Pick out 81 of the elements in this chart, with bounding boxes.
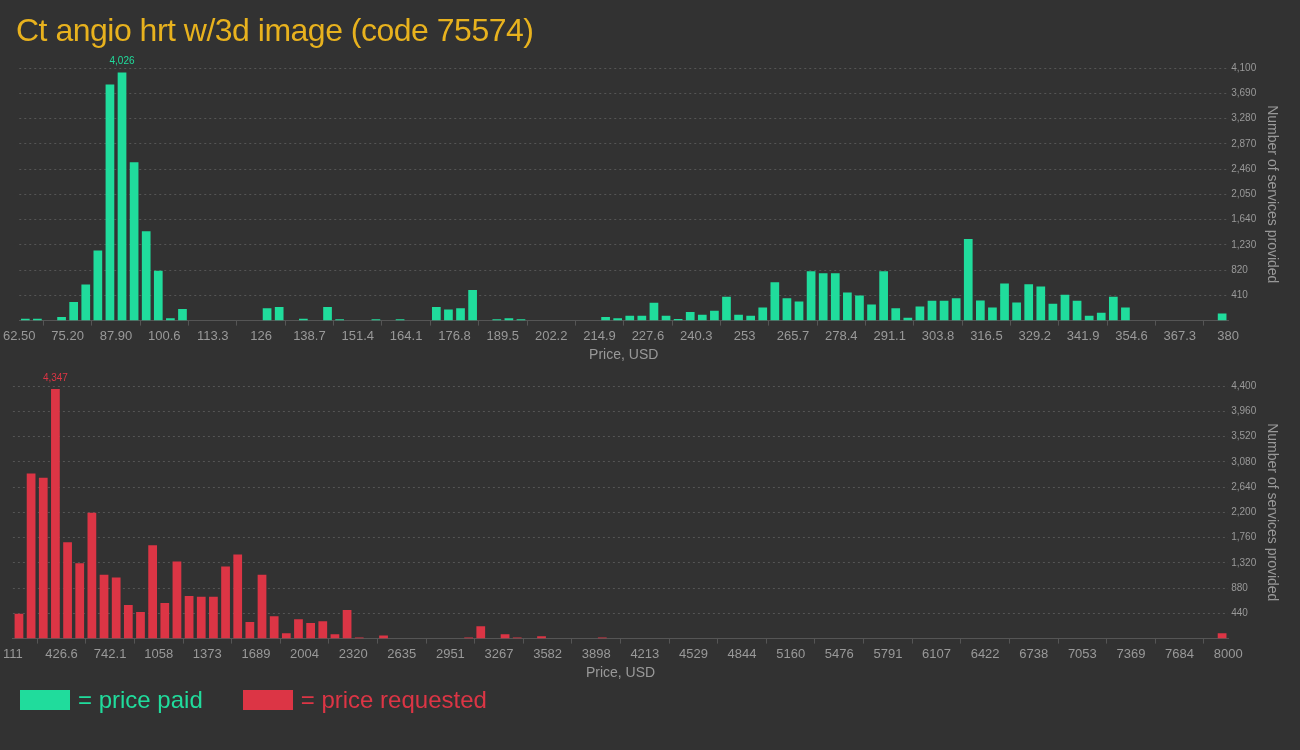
x-tick-label: 214.9: [583, 327, 616, 343]
y-tick-label: 820: [1231, 263, 1249, 275]
x-tick-label: 7053: [1067, 645, 1097, 661]
x-tick-label: 6422: [970, 645, 1000, 661]
y-axis-title: Number of services provided: [1264, 423, 1281, 602]
x-axis-title: Price, USD: [589, 346, 659, 363]
y-axis-title: Number of services provided: [1264, 105, 1281, 284]
data-label: 4,026: [109, 55, 135, 67]
x-tick-label: 316.5: [970, 327, 1003, 343]
x-tick-label: 240.3: [679, 327, 713, 343]
x-tick-label: 426.6: [45, 645, 78, 661]
x-tick-label: 62.50: [2, 327, 36, 343]
x-tick-label: 3582: [533, 645, 563, 661]
y-tick-label: 2,640: [1231, 480, 1257, 492]
x-tick-label: 1689: [241, 645, 271, 661]
y-tick-label: 4,400: [1231, 379, 1257, 391]
y-tick-label: 1,760: [1231, 531, 1257, 543]
x-tick-label: 75.20: [51, 327, 84, 343]
legend-label: = price paid: [78, 686, 203, 714]
x-tick-label: 2320: [338, 645, 368, 661]
x-tick-label: 380: [1217, 327, 1240, 343]
x-tick-label: 6738: [1019, 645, 1049, 661]
x-tick-label: 291.1: [873, 327, 906, 343]
x-tick-label: 6107: [922, 645, 951, 661]
x-tick-label: 7684: [1165, 645, 1195, 661]
x-tick-label: 100.6: [148, 327, 181, 343]
y-tick-label: 3,080: [1231, 455, 1257, 467]
y-tick-label: 880: [1231, 581, 1249, 593]
x-tick-label: 3267: [484, 645, 514, 661]
y-tick-label: 3,960: [1231, 405, 1257, 417]
x-tick-label: 113.3: [196, 327, 229, 343]
y-tick-label: 2,050: [1231, 188, 1257, 200]
y-tick-label: 440: [1231, 607, 1249, 619]
x-tick-label: 2004: [290, 645, 320, 661]
y-tick-label: 410: [1231, 289, 1249, 301]
x-tick-label: 4213: [630, 645, 660, 661]
x-tick-label: 202.2: [534, 327, 568, 343]
y-tick-label: 2,870: [1231, 137, 1257, 149]
x-tick-label: 5160: [776, 645, 806, 661]
x-tick-label: 303.8: [921, 327, 955, 343]
x-tick-label: 5476: [824, 645, 854, 661]
x-tick-label: 265.7: [776, 327, 810, 343]
x-tick-label: 151.4: [341, 327, 375, 343]
x-tick-label: 8000: [1213, 645, 1243, 661]
x-tick-label: 253: [733, 327, 756, 343]
x-tick-label: 341.9: [1066, 327, 1100, 343]
x-tick-label: 4529: [678, 645, 708, 661]
y-tick-label: 1,640: [1231, 213, 1257, 225]
y-tick-label: 3,520: [1231, 430, 1257, 442]
x-tick-label: 367.3: [1163, 327, 1197, 343]
x-tick-label: 3898: [581, 645, 611, 661]
x-tick-label: 7369: [1116, 645, 1146, 661]
y-tick-label: 2,460: [1231, 162, 1257, 174]
y-tick-label: 1,230: [1231, 238, 1257, 250]
x-tick-label: 4844: [727, 645, 757, 661]
x-tick-label: 87.90: [99, 327, 133, 343]
x-tick-label: 2635: [387, 645, 417, 661]
y-tick-label: 1,320: [1231, 556, 1257, 568]
x-tick-label: 126: [250, 327, 272, 343]
x-tick-label: 5791: [873, 645, 903, 661]
y-tick-label: 4,100: [1231, 61, 1257, 73]
x-tick-label: 164.1: [389, 327, 423, 343]
x-tick-label: 742.1: [93, 645, 127, 661]
legend-label: = price requested: [300, 686, 487, 714]
chart-title: Ct angio hrt w/3d image (code 75574): [15, 11, 535, 48]
y-tick-label: 3,280: [1231, 112, 1257, 124]
x-tick-label: 1058: [144, 645, 174, 661]
x-tick-label: 278.4: [825, 327, 858, 343]
x-tick-label: 176.8: [438, 327, 471, 343]
y-tick-label: 3,690: [1231, 87, 1257, 99]
x-tick-label: 111: [3, 645, 23, 661]
x-tick-label: 354.6: [1115, 327, 1148, 343]
x-tick-label: 189.5: [486, 327, 520, 343]
x-tick-label: 1373: [192, 645, 222, 661]
x-tick-label: 138.7: [293, 327, 326, 343]
x-axis-title: Price, USD: [585, 664, 656, 681]
x-tick-label: 227.6: [631, 327, 665, 343]
y-tick-label: 2,200: [1231, 506, 1257, 518]
x-tick-label: 2951: [435, 645, 465, 661]
x-tick-label: 329.2: [1018, 327, 1052, 343]
data-label: 4,347: [42, 371, 69, 383]
